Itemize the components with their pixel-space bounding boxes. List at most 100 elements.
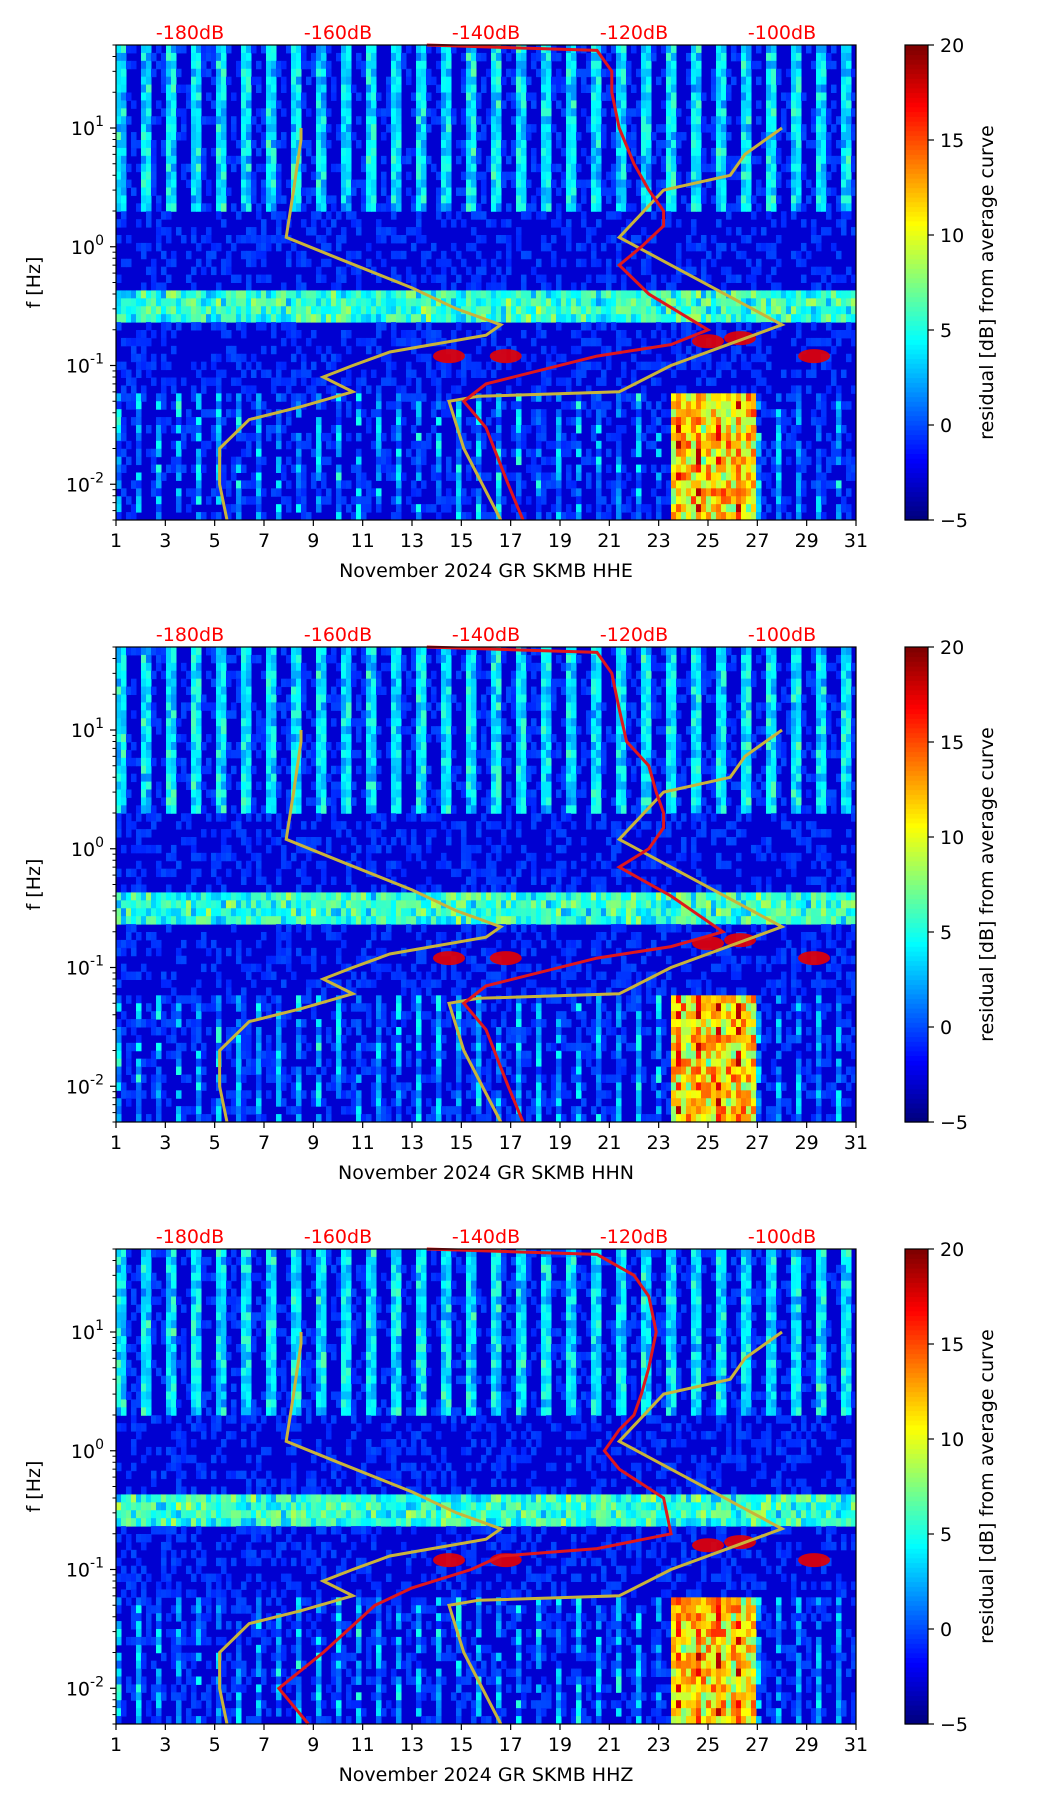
y-tick-label: 100 <box>71 1437 104 1463</box>
y-tick-label: 10-2 <box>66 1674 104 1700</box>
db-scale-label: -140dB <box>452 1226 520 1248</box>
x-tick-label: 15 <box>449 1734 473 1756</box>
y-tick-label: 10-2 <box>66 1072 104 1098</box>
db-scale-label: -160dB <box>304 624 372 646</box>
colorbar-tick-label: 15 <box>940 1334 964 1356</box>
x-tick-label: 15 <box>449 530 473 552</box>
x-tick-label: 27 <box>745 530 769 552</box>
x-tick-label: 7 <box>258 1734 270 1756</box>
yellow-noise-model-low-curve <box>218 730 505 1123</box>
db-scale-label: -120dB <box>600 1226 668 1248</box>
colorbar <box>904 44 929 521</box>
x-tick-label: 1 <box>110 530 122 552</box>
db-scale-label: -100dB <box>748 22 816 44</box>
x-tick-label: 9 <box>307 1132 319 1154</box>
colorbar-tick-label: 5 <box>940 922 952 944</box>
colorbar-tick-label: 15 <box>940 732 964 754</box>
spectrogram-panel-hhe: 1 3 5 7 9 11 13 15 17 19 21 23 25 27 29 31 101 100 10-1 10-… <box>0 0 1052 600</box>
x-tick-label: 19 <box>548 1734 572 1756</box>
x-tick-label: 3 <box>159 1734 171 1756</box>
y-tick-label: 10-1 <box>66 1556 104 1582</box>
x-tick-label: 13 <box>400 1132 424 1154</box>
colorbar-tick-label: 15 <box>940 130 964 152</box>
x-tick-label: 29 <box>795 530 819 552</box>
spectrogram-image <box>116 647 857 1123</box>
db-scale-label: -140dB <box>452 624 520 646</box>
yellow-noise-model-high-curve <box>447 1330 786 1725</box>
spectrogram-panel-hhn: 1 3 5 7 9 11 13 15 17 19 21 23 25 27 29 31 101 100 10-1 10-… <box>0 602 1052 1202</box>
colorbar-tick-label: −5 <box>940 1714 968 1736</box>
x-tick-label: 7 <box>258 530 270 552</box>
colorbar-tick-label: 0 <box>940 1017 952 1039</box>
spectrogram-svg: 1 3 5 7 9 11 13 15 17 19 21 23 25 27 29 3110110010-110-… <box>23 1226 998 1786</box>
x-tick-label: 31 <box>844 1132 868 1154</box>
x-tick-label: 19 <box>548 530 572 552</box>
colorbar-tick-label: 20 <box>940 35 964 57</box>
x-tick-label: 17 <box>499 1132 523 1154</box>
x-tick-label: 23 <box>647 1132 671 1154</box>
colorbar-tick-label: 20 <box>940 637 964 659</box>
x-tick-label: 31 <box>844 1734 868 1756</box>
db-scale-label: -180dB <box>156 22 224 44</box>
x-tick-label: 25 <box>696 530 720 552</box>
x-tick-label: 31 <box>844 530 868 552</box>
colorbar-tick-label: 0 <box>940 415 952 437</box>
spectrogram-svg: 1 3 5 7 9 11 13 15 17 19 21 23 25 27 29 3110110010-110-… <box>23 624 998 1184</box>
x-tick-label: 21 <box>597 1734 621 1756</box>
x-tick-label: 25 <box>696 1734 720 1756</box>
x-tick-label: 11 <box>351 1132 375 1154</box>
x-tick-label: 1 <box>110 1734 122 1756</box>
y-tick-label: 10-1 <box>66 954 104 980</box>
x-tick-label: 23 <box>647 1734 671 1756</box>
y-axis-title: f [Hz] <box>23 257 45 309</box>
colorbar-label: residual [dB] from average curve <box>976 727 998 1042</box>
colorbar-tick-label: 10 <box>940 1429 964 1451</box>
x-tick-label: 21 <box>597 1132 621 1154</box>
colorbar <box>904 646 929 1123</box>
colorbar-tick-label: −5 <box>940 510 968 532</box>
red-median-psd-curve <box>426 43 712 521</box>
x-tick-label: 17 <box>499 530 523 552</box>
spectrogram-image <box>116 1249 857 1725</box>
x-tick-label: 15 <box>449 1132 473 1154</box>
x-tick-label: 7 <box>258 1132 270 1154</box>
x-tick-label: 19 <box>548 1132 572 1154</box>
db-scale-label: -160dB <box>304 22 372 44</box>
colorbar-label: residual [dB] from average curve <box>976 1329 998 1644</box>
y-tick-label: 101 <box>71 1318 104 1344</box>
x-tick-label: 23 <box>647 530 671 552</box>
colorbar-tick-label: 10 <box>940 827 964 849</box>
x-tick-label: 11 <box>351 1734 375 1756</box>
x-tick-label: 25 <box>696 1132 720 1154</box>
colorbar <box>904 1248 929 1725</box>
y-tick-label: 10-1 <box>66 352 104 378</box>
db-scale-label: -180dB <box>156 1226 224 1248</box>
y-tick-label: 100 <box>71 835 104 861</box>
x-tick-label: 5 <box>209 1734 221 1756</box>
colorbar-tick-label: −5 <box>940 1112 968 1134</box>
colorbar-tick-label: 0 <box>940 1619 952 1641</box>
yellow-noise-model-high-curve <box>447 728 786 1123</box>
spectrogram-panel-hhz: 1 3 5 7 9 11 13 15 17 19 21 23 25 27 29 31 101 100 10-1 10-… <box>0 1204 1052 1804</box>
db-scale-label: -120dB <box>600 22 668 44</box>
colorbar-tick-label: 20 <box>940 1239 964 1261</box>
x-tick-label: 27 <box>745 1734 769 1756</box>
spectrogram-image <box>116 45 857 521</box>
x-tick-label: 1 <box>110 1132 122 1154</box>
red-median-psd-curve <box>276 1247 673 1725</box>
x-tick-label: 5 <box>209 1132 221 1154</box>
db-scale-label: -140dB <box>452 22 520 44</box>
y-tick-label: 101 <box>71 716 104 742</box>
x-tick-label: 5 <box>209 530 221 552</box>
x-tick-label: 21 <box>597 530 621 552</box>
x-axis-title: November 2024 GR SKMB HHE <box>339 560 633 582</box>
db-scale-label: -180dB <box>156 624 224 646</box>
yellow-noise-model-low-curve <box>218 1332 505 1725</box>
x-tick-label: 29 <box>795 1734 819 1756</box>
red-median-psd-curve <box>426 645 727 1123</box>
db-scale-label: -160dB <box>304 1226 372 1248</box>
x-tick-label: 9 <box>307 1734 319 1756</box>
db-scale-label: -100dB <box>748 624 816 646</box>
x-axis-title: November 2024 GR SKMB HHZ <box>339 1764 634 1786</box>
x-tick-label: 13 <box>400 530 424 552</box>
